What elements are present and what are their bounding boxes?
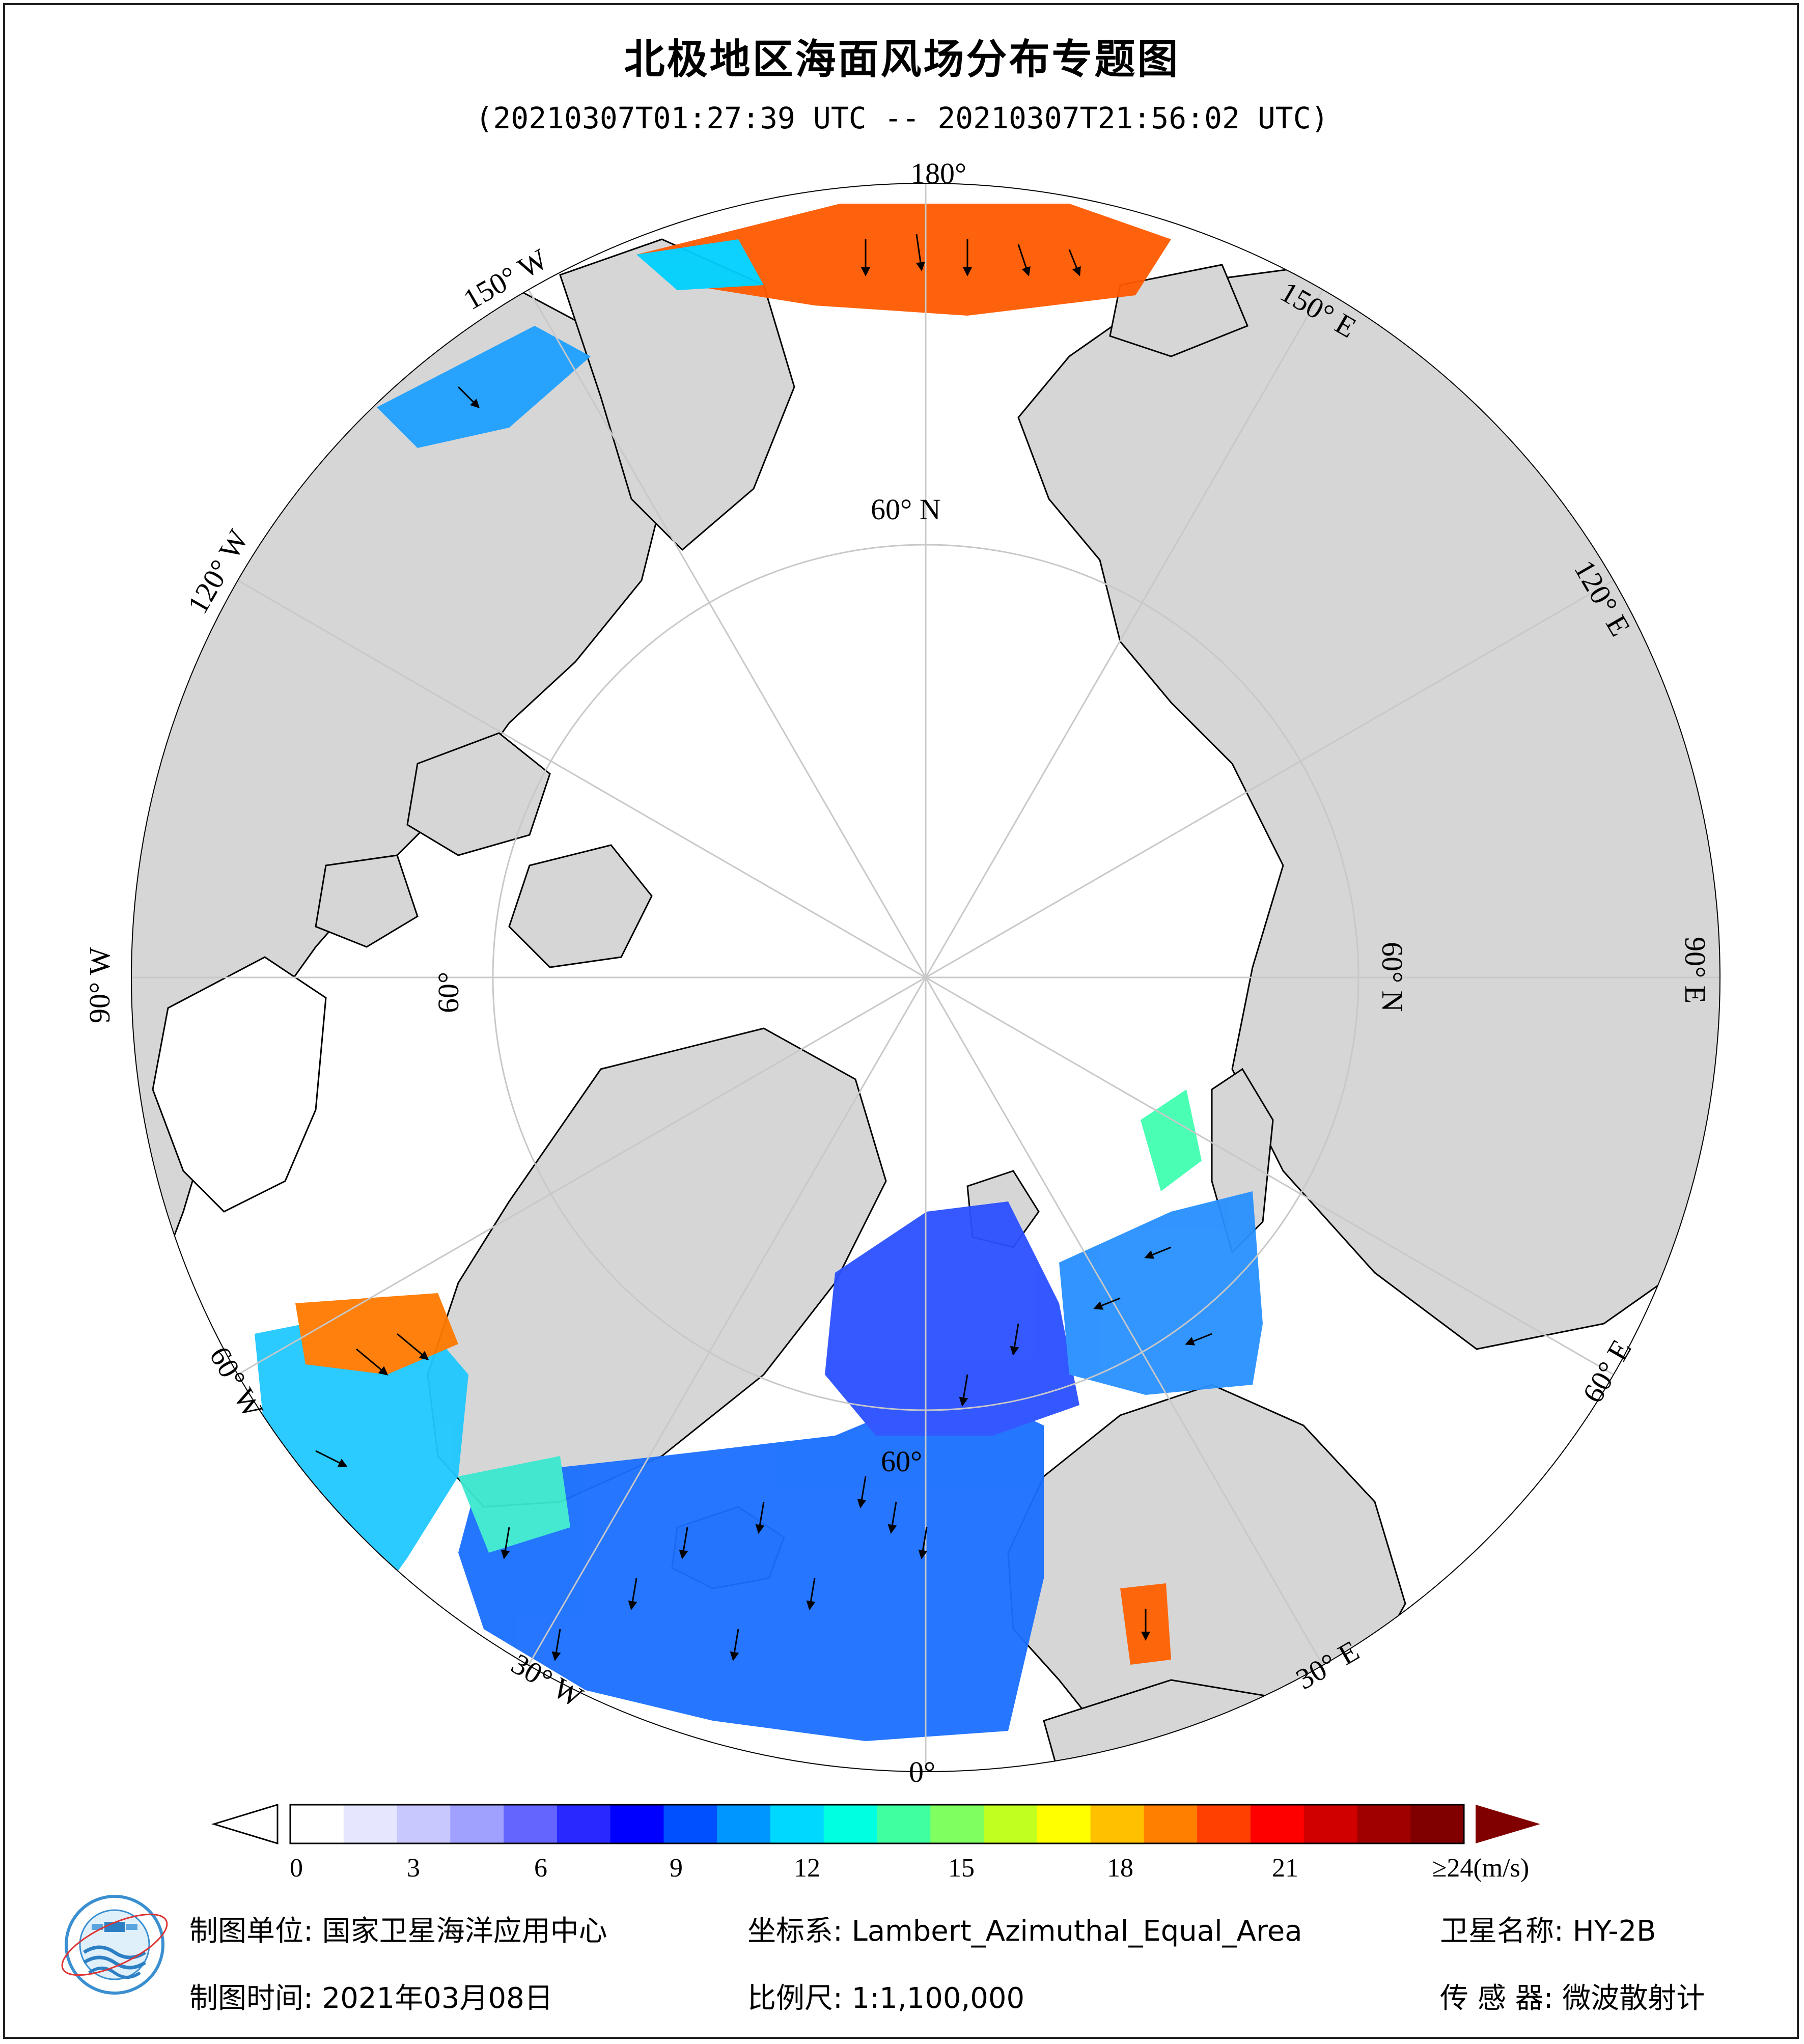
colorbar-cell [1090, 1805, 1145, 1843]
lon-label-90e: 90° E [1679, 937, 1712, 1003]
footer-crs: 坐标系: Lambert_Azimuthal_Equal_Area [747, 1915, 1302, 1948]
swath-north-atlantic [458, 1385, 1044, 1741]
colorbar-cell [1250, 1805, 1305, 1843]
swath-alaska-gulf [377, 326, 591, 448]
colorbar-cell [397, 1805, 451, 1843]
colorbar-cell [1037, 1805, 1091, 1843]
colorbar-outline [289, 1804, 1465, 1844]
colorbar-cell [1197, 1805, 1251, 1843]
footer-sensor: 传 感 器: 微波散射计 [1440, 1982, 1705, 2015]
colorbar-cell [823, 1805, 878, 1843]
time-range-subtitle: (20210307T01:27:39 UTC -- 20210307T21:56… [475, 101, 1329, 135]
swath-bering-south [636, 239, 764, 290]
colorbar-cell [557, 1805, 611, 1843]
swath-greenland-sea [825, 1201, 1079, 1436]
footer-date: 制图时间: 2021年03月08日 [189, 1982, 553, 2015]
colorbar-cell [343, 1805, 398, 1843]
land-arctic-islands-2 [508, 844, 653, 968]
colorbar-cell [770, 1805, 824, 1843]
colorbar-max-label: ≥24(m/s) [1432, 1854, 1530, 1883]
colorbar-cell [984, 1805, 1038, 1843]
colorbar-max-arrow [1476, 1805, 1540, 1843]
footer-unit: 制图单位: 国家卫星海洋应用中心 [189, 1915, 607, 1948]
hudson-bay [152, 956, 327, 1213]
colorbar-tick-15: 15 [948, 1854, 975, 1883]
lon-label-90w: 90° W [83, 947, 116, 1023]
wind-swaths [255, 204, 1263, 1741]
colorbar-tick-18: 18 [1107, 1854, 1133, 1883]
nsoas-logo-icon [61, 1895, 168, 1995]
colorbar-cell [717, 1805, 771, 1843]
footer-satellite: 卫星名称: HY-2B [1440, 1915, 1656, 1948]
colorbar-cell [930, 1805, 984, 1843]
lat-label-bottom: 60° [881, 1445, 922, 1478]
colorbar-cell [1303, 1805, 1358, 1843]
colorbar-cell [450, 1805, 504, 1843]
colorbar-tick-6: 6 [534, 1854, 547, 1883]
colorbar-tick-3: 3 [407, 1854, 420, 1883]
swath-labrador-hi [295, 1293, 458, 1375]
lat-label-right: 60° N [1376, 942, 1409, 1012]
swath-barents [1059, 1191, 1263, 1395]
lat-label-top: 60° N [871, 493, 941, 526]
land-arctic-islands-3 [315, 854, 419, 948]
colorbar-cell [877, 1805, 931, 1843]
lat-label-left: 60° [432, 972, 465, 1013]
footer-scale: 比例尺: 1:1,100,000 [747, 1982, 1025, 2015]
colorbar-min-arrow [211, 1803, 279, 1845]
map-title: 北极地区海面风场分布专题图 [624, 36, 1180, 83]
colorbar-cell [290, 1805, 344, 1843]
map-boundary [131, 183, 1720, 1772]
colorbar-cell [1357, 1805, 1411, 1843]
swath-bering-north [636, 204, 1171, 316]
colorbar-tick-21: 21 [1272, 1854, 1298, 1883]
colorbar-cell [1410, 1805, 1464, 1843]
colorbar-cell [610, 1805, 664, 1843]
swath-west-atlantic [458, 1456, 570, 1553]
colorbar [211, 1803, 1540, 1845]
land-arctic-islands-1 [406, 732, 551, 856]
colorbar-cell [504, 1805, 558, 1843]
lon-label-180: 180° [910, 157, 966, 190]
colorbar-cells [290, 1805, 1464, 1843]
colorbar-tick-0: 0 [290, 1854, 303, 1883]
colorbar-tick-9: 9 [670, 1854, 683, 1883]
graticule [131, 183, 1720, 1772]
land-chukotka [1109, 264, 1248, 357]
colorbar-tick-12: 12 [794, 1854, 820, 1883]
colorbar-cell [663, 1805, 717, 1843]
swath-kara-strip [1141, 1089, 1202, 1191]
wind-arrows [315, 234, 1212, 1661]
swath-labrador [255, 1303, 468, 1629]
colorbar-cell [1144, 1805, 1198, 1843]
map-frame [3, 3, 1799, 2039]
lon-label-0: 0° [909, 1755, 935, 1788]
